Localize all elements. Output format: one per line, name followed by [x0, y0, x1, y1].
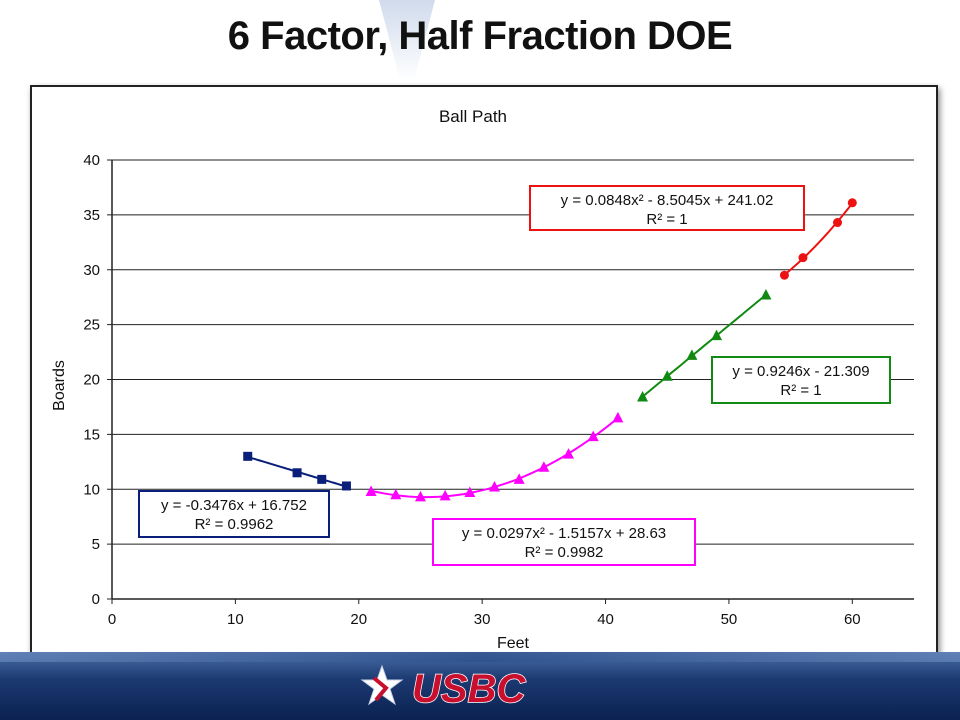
data-point-circle	[833, 218, 843, 228]
data-point-triangle	[563, 448, 575, 459]
data-point-triangle	[414, 490, 426, 502]
y-tick-label: 0	[92, 591, 100, 608]
y-tick-label: 30	[83, 262, 100, 279]
x-tick-label: 20	[350, 611, 367, 628]
x-tick-label: 0	[108, 611, 116, 628]
data-point-circle	[779, 270, 789, 280]
y-tick-label: 20	[83, 372, 100, 389]
data-point-triangle	[612, 411, 624, 423]
logo-text: USBC	[412, 667, 526, 711]
data-point-triangle	[365, 485, 377, 496]
ball-path-chart: 0 5 10 15 20 25 30 35 40 0 10 20 30 40 50 60 Ball Path Fe…	[51, 107, 914, 652]
data-point-triangle	[538, 461, 550, 472]
x-tick-label: 50	[721, 611, 738, 628]
data-point-square	[243, 451, 253, 461]
chart-title: Ball Path	[439, 107, 507, 126]
trendline-equation: y = 0.9246x - 21.309	[732, 363, 869, 380]
trendline-series-4	[783, 202, 854, 276]
data-point-triangle	[488, 481, 500, 492]
equation-box	[529, 185, 805, 231]
data-point-square	[317, 474, 327, 484]
data-point-circle	[847, 198, 857, 208]
equation-box	[432, 518, 696, 566]
star-bowler-icon	[360, 664, 404, 706]
data-point-square	[292, 468, 302, 478]
data-point-circle	[798, 253, 808, 263]
x-tick-label: 30	[474, 611, 491, 628]
data-point-square	[341, 481, 351, 491]
trendline-equation: y = 0.0848x² - 8.5045x + 241.02	[561, 192, 774, 209]
data-point-triangle	[637, 391, 649, 402]
chart-frame: 0 5 10 15 20 25 30 35 40 0 10 20 30 40 50 60 Ball Path Fe…	[30, 85, 938, 663]
data-point-triangle	[513, 473, 525, 484]
trendline-equation: y = 0.0297x² - 1.5157x + 28.63	[462, 525, 666, 542]
equation-box	[138, 490, 330, 538]
y-tick-label: 5	[92, 536, 100, 553]
data-point-triangle	[686, 349, 698, 360]
y-tick-label: 35	[83, 207, 100, 224]
y-tick-label: 40	[83, 152, 100, 169]
x-tick-label: 60	[844, 611, 861, 628]
trendline-r-squared: R² = 1	[780, 382, 821, 399]
trendline-r-squared: R² = 0.9982	[525, 544, 604, 561]
data-point-triangle	[464, 486, 476, 498]
data-point-triangle	[390, 488, 402, 500]
data-point-triangle	[439, 489, 451, 501]
data-point-triangle	[587, 430, 599, 442]
usbc-logo: USBC	[360, 664, 527, 712]
y-tick-label: 25	[83, 317, 100, 334]
trendline-r-squared: R² = 0.9962	[195, 516, 274, 533]
equation-box	[711, 356, 891, 404]
y-axis-label: Boards	[51, 360, 68, 411]
footer-band	[0, 652, 960, 720]
slide-title: 6 Factor, Half Fraction DOE	[227, 14, 733, 58]
y-tick-label: 10	[83, 481, 100, 498]
y-tick-label: 15	[83, 426, 100, 443]
trendline-equation: y = -0.3476x + 16.752	[161, 497, 307, 514]
data-point-triangle	[760, 288, 772, 300]
trendline-r-squared: R² = 1	[646, 211, 687, 228]
data-point-triangle	[711, 329, 723, 341]
x-tick-label: 40	[597, 611, 614, 628]
x-tick-label: 10	[227, 611, 244, 628]
x-axis-label: Feet	[497, 635, 530, 652]
data-point-triangle	[661, 370, 673, 381]
